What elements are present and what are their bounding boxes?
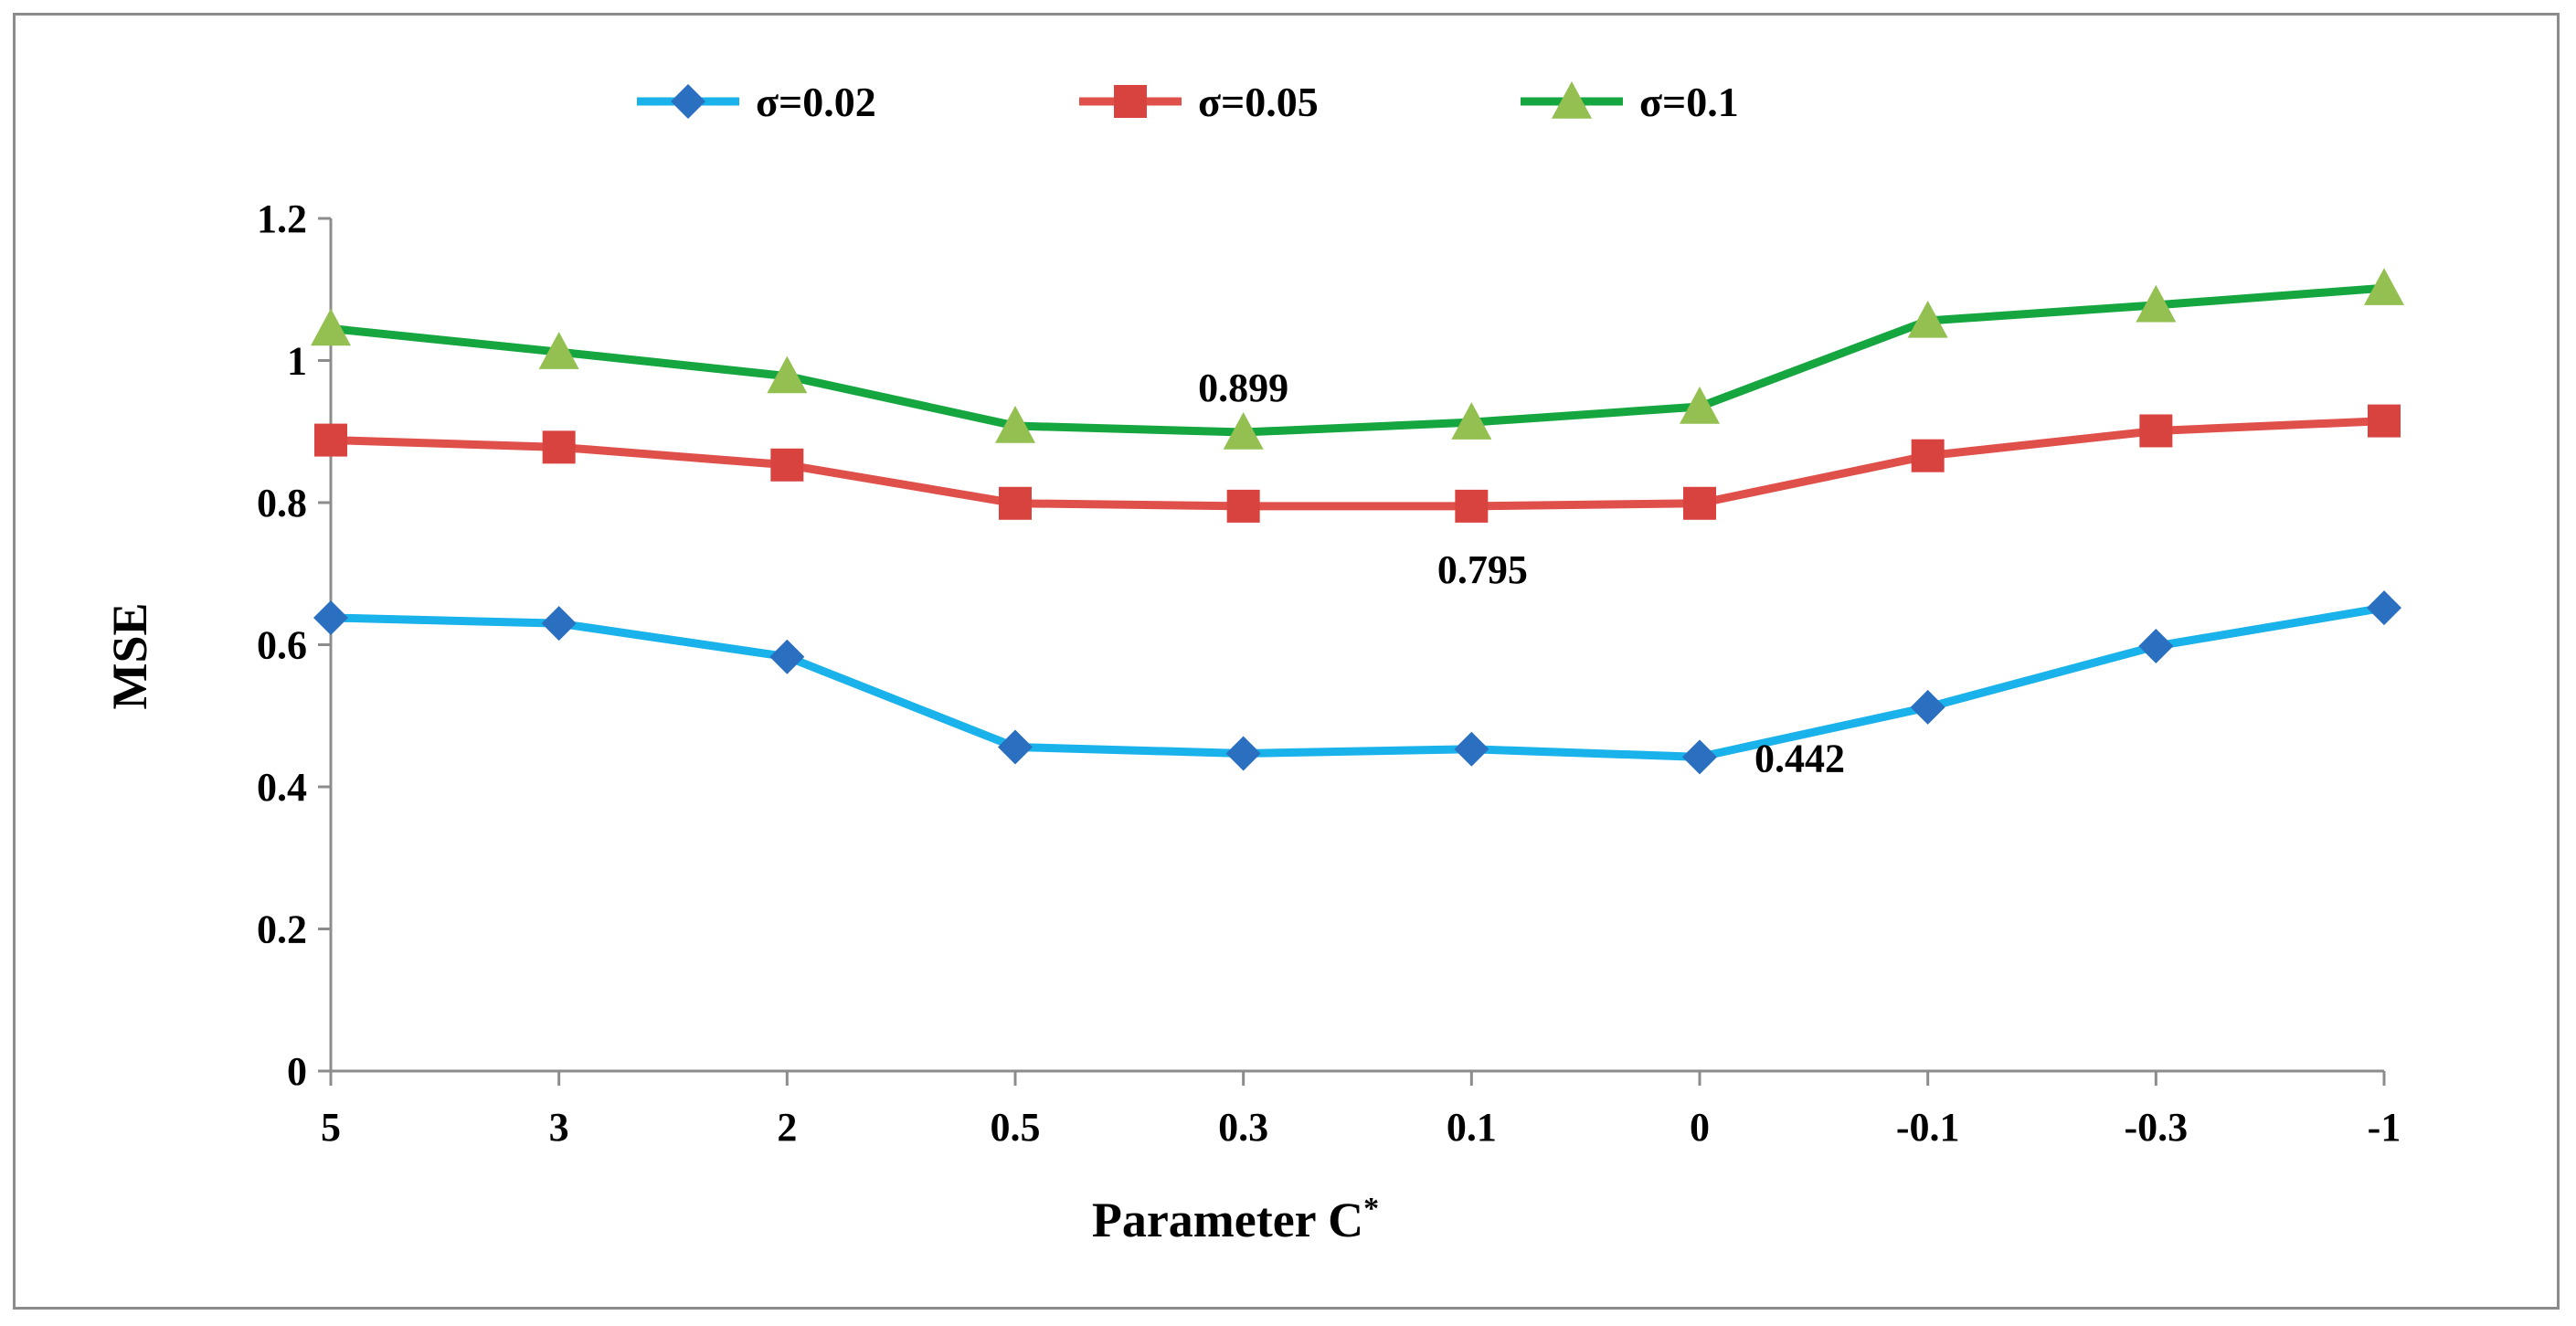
data-point xyxy=(1910,689,1945,725)
x-tick-label: 0 xyxy=(1690,1105,1710,1150)
x-tick-label: 2 xyxy=(777,1105,797,1150)
data-point xyxy=(995,406,1035,443)
data-point xyxy=(1680,387,1720,424)
series-2 xyxy=(314,404,2401,523)
x-tick-label: -1 xyxy=(2368,1105,2401,1150)
data-point xyxy=(1683,486,1716,520)
data-point xyxy=(1226,489,1260,523)
data-label: 0.442 xyxy=(1754,736,1845,780)
data-point xyxy=(2139,414,2173,448)
data-point xyxy=(2364,268,2404,305)
series-layer xyxy=(311,268,2404,775)
data-point xyxy=(1911,439,1945,472)
x-tick-label: 0.1 xyxy=(1447,1105,1497,1150)
data-point xyxy=(770,448,804,482)
x-tick-label: 0.5 xyxy=(991,1105,1041,1150)
data-point xyxy=(314,423,347,457)
legend-item: σ=0.05 xyxy=(1079,79,1319,125)
data-label: 0.899 xyxy=(1198,366,1288,410)
data-point xyxy=(1455,489,1489,523)
y-tick-label: 0.8 xyxy=(257,481,307,525)
legend-label: σ=0.02 xyxy=(756,79,876,125)
series-line xyxy=(330,603,2385,761)
x-tick-label: 5 xyxy=(321,1105,341,1150)
series-line xyxy=(330,283,2385,437)
y-tick-label: 0.2 xyxy=(257,907,307,952)
legend: σ=0.02 σ=0.05 σ=0.1 xyxy=(637,79,1739,125)
y-tick-label: 1 xyxy=(287,339,307,384)
data-point xyxy=(313,599,348,635)
data-point xyxy=(999,486,1032,520)
x-tick-label: -0.3 xyxy=(2125,1105,2189,1150)
y-tick-label: 0.6 xyxy=(257,623,307,668)
x-tick-label: 3 xyxy=(549,1105,569,1150)
data-point xyxy=(1682,739,1717,775)
data-point xyxy=(767,355,808,394)
y-tick-label: 0 xyxy=(287,1049,307,1094)
legend-label: σ=0.05 xyxy=(1198,79,1319,125)
data-point xyxy=(2136,284,2177,323)
data-point xyxy=(998,729,1033,765)
chart-frame xyxy=(13,13,2560,1310)
x-tick-label: 0.3 xyxy=(1218,1105,1268,1150)
series-1 xyxy=(313,590,2401,775)
data-point xyxy=(311,308,351,346)
x-axis-title-sup: * xyxy=(1363,1192,1379,1225)
x-axis-title: Parameter C* xyxy=(1092,1192,1379,1247)
data-point xyxy=(538,332,579,369)
series-3 xyxy=(311,268,2404,450)
legend-label: σ=0.1 xyxy=(1639,79,1739,125)
y-axis-title: MSE xyxy=(102,602,157,709)
series-line xyxy=(330,417,2385,511)
legend-marker xyxy=(1114,85,1147,118)
legend-item: σ=0.02 xyxy=(637,79,876,125)
data-point xyxy=(1907,300,1948,338)
data-point xyxy=(1451,402,1492,440)
data-point xyxy=(1454,731,1489,767)
legend-item: σ=0.1 xyxy=(1521,79,1739,125)
data-point xyxy=(1223,412,1264,450)
data-label: 0.795 xyxy=(1437,547,1528,592)
data-point xyxy=(2367,590,2401,626)
y-axis: 0 0.2 0.4 0.6 0.8 1 1.2 xyxy=(257,196,333,1094)
x-axis: 5 3 2 0.5 0.3 0.1 0 -0.1 -0.3 -1 xyxy=(321,1069,2401,1150)
x-tick-label: -0.1 xyxy=(1896,1105,1960,1150)
y-tick-label: 0.4 xyxy=(257,765,307,810)
legend-marker xyxy=(671,84,705,119)
x-axis-title-text: Parameter C xyxy=(1092,1193,1363,1247)
annotation-layer: 0.899 0.795 0.442 xyxy=(1198,366,1845,780)
y-tick-label: 1.2 xyxy=(257,196,307,241)
data-point xyxy=(769,639,805,674)
data-point xyxy=(541,606,577,642)
legend-marker xyxy=(1552,81,1592,119)
data-point xyxy=(2368,404,2401,438)
data-point xyxy=(2138,629,2174,664)
data-point xyxy=(1225,736,1261,771)
data-point xyxy=(542,430,576,464)
